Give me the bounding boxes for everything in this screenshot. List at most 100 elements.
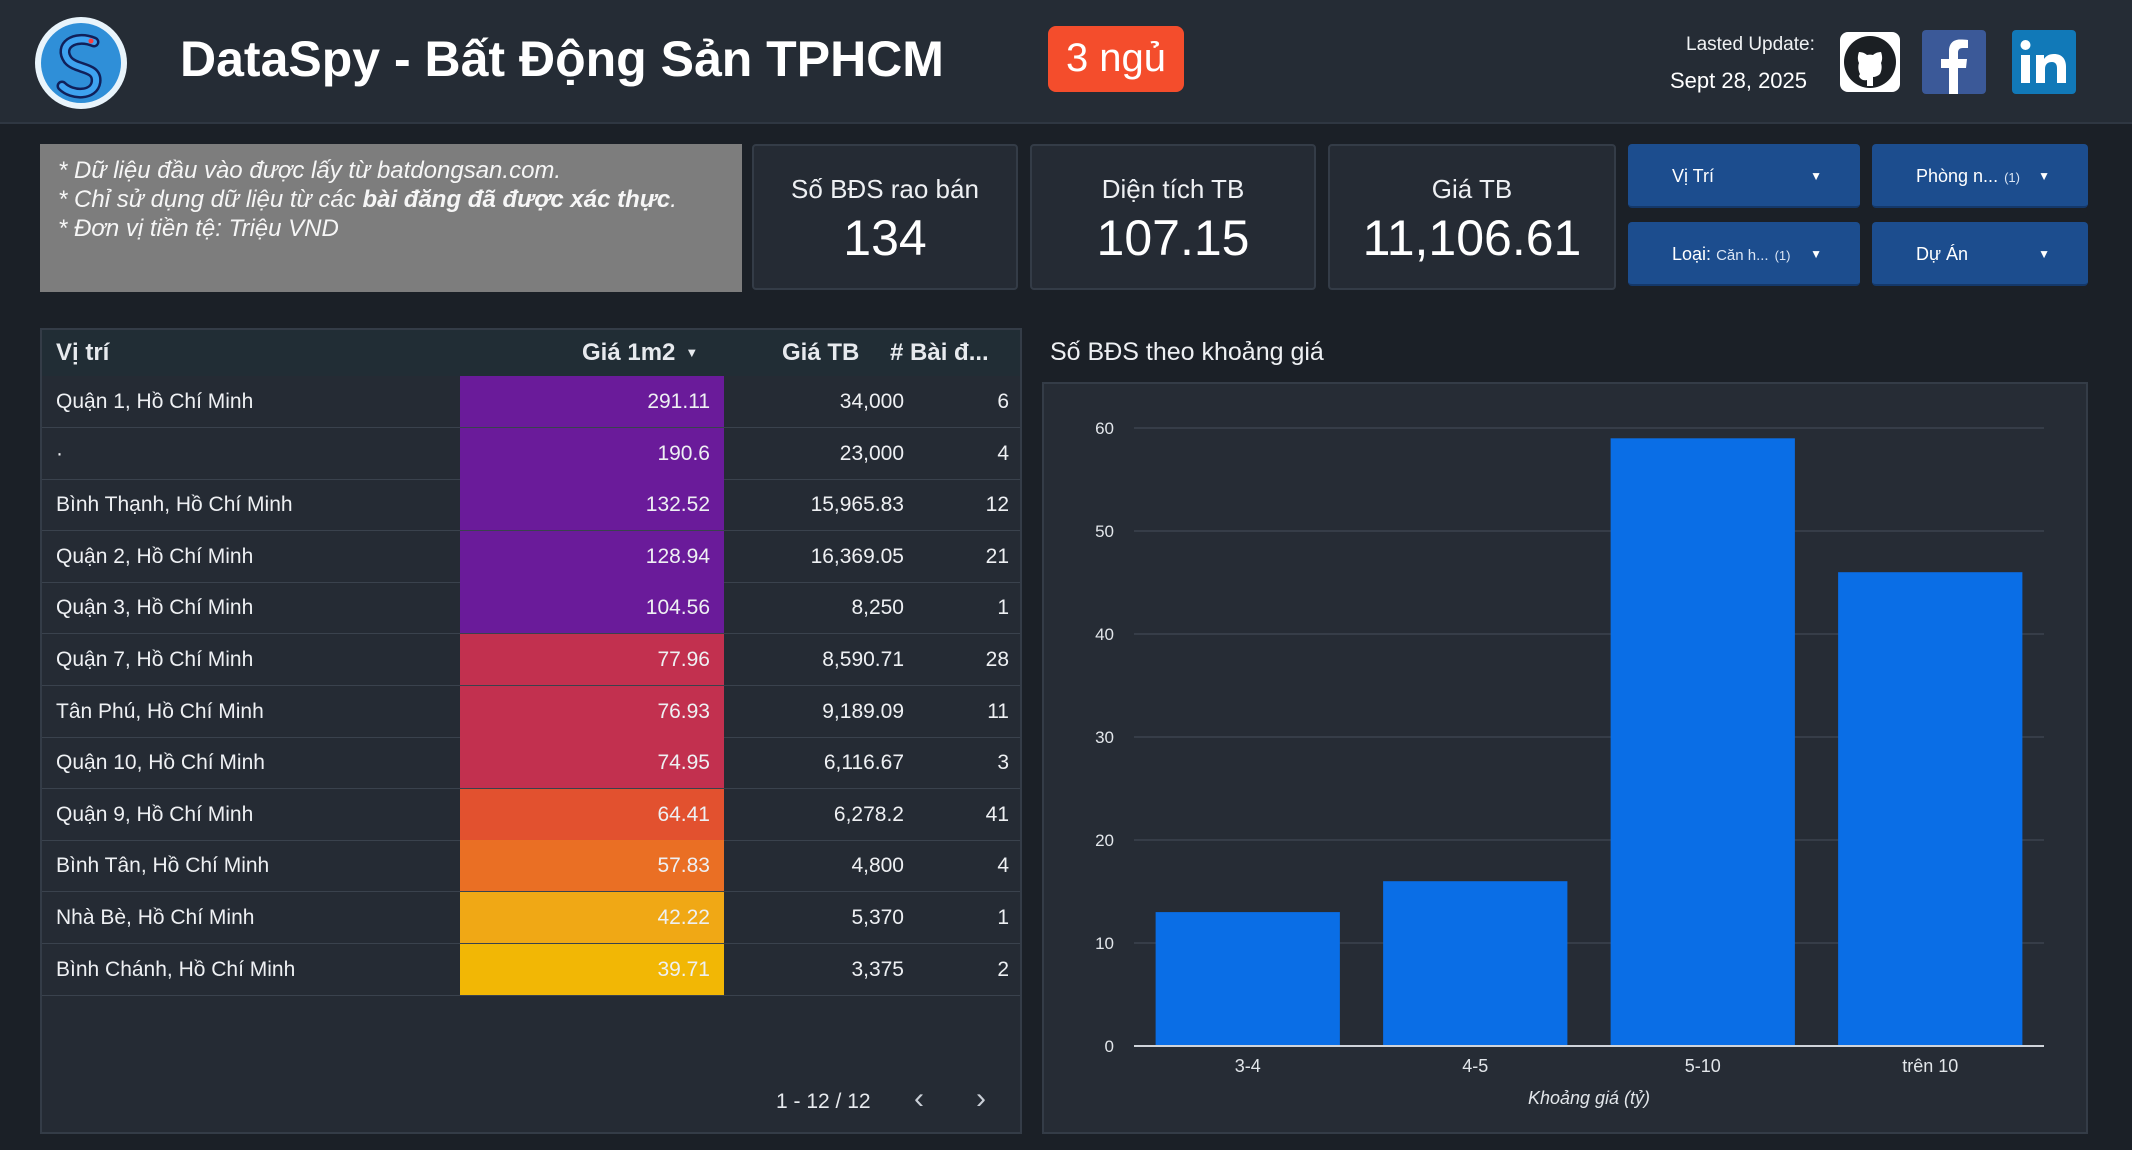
filter-type-dropdown[interactable]: Loại: Căn h... (1) ▼ (1628, 222, 1860, 286)
cell-location: Quận 3, Hồ Chí Minh (56, 596, 254, 620)
cell-avg-price: 6,278.2 (833, 802, 904, 826)
y-tick-label: 0 (1105, 1037, 1114, 1056)
dataspy-logo-icon (35, 17, 127, 109)
note-verified-post: . (670, 186, 677, 213)
col-header-price-m2[interactable]: Giá 1m2 ▼ (582, 330, 698, 376)
cell-avg-price: 16,369.05 (810, 544, 904, 568)
note-verified-bold: bài đăng đã được xác thực (362, 186, 671, 213)
filter-project-label: Dự Án (1916, 244, 1969, 264)
col-header-post-count[interactable]: # Bài đ... (890, 339, 989, 366)
x-tick-label: 5-10 (1685, 1056, 1721, 1076)
cell-post-count: 3 (997, 751, 1009, 775)
cell-post-count: 6 (997, 390, 1009, 413)
cell-avg-price: 23,000 (839, 441, 904, 465)
cell-avg-price: 9,189.09 (822, 699, 904, 723)
y-tick-label: 30 (1095, 728, 1114, 747)
x-tick-label: 3-4 (1235, 1056, 1261, 1076)
table-row[interactable]: Bình Chánh, Hồ Chí Minh 39.71 3,375 2 (42, 943, 1020, 996)
table-row[interactable]: Nhà Bè, Hồ Chí Minh 42.22 5,370 1 (42, 892, 1020, 944)
prev-page-icon[interactable]: ‹ (914, 1082, 924, 1115)
dropdown-arrow-icon: ▼ (1810, 169, 1822, 183)
table-header: Vị trí Giá 1m2 ▼ Giá TB # Bài đ... (42, 330, 1020, 376)
cell-location: Bình Thạnh, Hồ Chí Minh (56, 493, 293, 517)
header-bar: DataSpy - Bất Động Sản TPHCM 3 ngủ Laste… (0, 0, 2132, 124)
cell-location: Quận 9, Hồ Chí Minh (56, 802, 254, 826)
y-tick-label: 10 (1095, 934, 1114, 953)
cell-price-m2: 76.93 (460, 685, 724, 737)
cell-avg-price: 3,375 (851, 957, 904, 981)
cell-price-m2: 74.95 (460, 737, 724, 789)
note-verified: * Chỉ sử dụng dữ liệu từ các bài đăng đã… (58, 185, 724, 214)
filter-type-label: Loại: (1672, 244, 1712, 264)
dropdown-arrow-icon: ▼ (2038, 247, 2050, 261)
cell-post-count: 1 (997, 596, 1009, 620)
kpi-listing-count: Số BĐS rao bán 134 (752, 144, 1018, 290)
note-source: * Dữ liệu đầu vào được lấy từ batdongsan… (58, 157, 562, 184)
filter-project-dropdown[interactable]: Dự Án ▼ (1872, 222, 2088, 286)
col-header-avg-price[interactable]: Giá TB (782, 339, 860, 366)
cell-price-m2: 128.94 (460, 530, 724, 582)
cell-location: Bình Chánh, Hồ Chí Minh (56, 957, 296, 981)
table-row[interactable]: Quận 2, Hồ Chí Minh 128.94 16,369.05 21 (42, 530, 1020, 583)
cell-post-count: 4 (997, 441, 1009, 465)
table-row[interactable]: Quận 9, Hồ Chí Minh 64.41 6,278.2 41 (42, 788, 1020, 841)
bar (1383, 881, 1568, 1046)
dropdown-arrow-icon: ▼ (2038, 169, 2050, 183)
dropdown-arrow-icon: ▼ (1810, 247, 1822, 261)
table-row[interactable]: Bình Tân, Hồ Chí Minh 57.83 4,800 4 (42, 840, 1020, 893)
y-tick-label: 20 (1095, 831, 1114, 850)
cell-post-count: 11 (987, 699, 1009, 723)
cell-avg-price: 15,965.83 (810, 493, 904, 517)
cell-price-m2: 42.22 (460, 892, 724, 943)
y-tick-label: 40 (1095, 625, 1114, 644)
next-page-icon[interactable]: › (976, 1082, 986, 1115)
cell-location: Bình Tân, Hồ Chí Minh (56, 854, 270, 878)
cell-avg-price: 34,000 (839, 390, 904, 413)
filter-location-dropdown[interactable]: Vị Trí ▼ (1628, 144, 1860, 208)
kpi-avg-price-value: 11,106.61 (1362, 210, 1582, 266)
table-row[interactable]: Quận 3, Hồ Chí Minh 104.56 8,250 1 (42, 582, 1020, 635)
cell-post-count: 4 (997, 854, 1009, 878)
col-header-location[interactable]: Vị trí (56, 339, 110, 366)
x-tick-label: trên 10 (1902, 1056, 1958, 1076)
x-axis-title: Khoảng giá (tỷ) (1528, 1088, 1650, 1108)
filter-rooms-count: (1) (2004, 170, 2020, 185)
cell-price-m2: 39.71 (460, 943, 724, 995)
cell-post-count: 21 (985, 544, 1009, 568)
note-verified-pre: * Chỉ sử dụng dữ liệu từ các (58, 186, 363, 213)
update-date: Sept 28, 2025 (1670, 68, 1808, 93)
table-row[interactable]: Quận 10, Hồ Chí Minh 74.95 6,116.67 3 (42, 737, 1020, 790)
github-icon[interactable] (1838, 30, 1902, 94)
linkedin-icon[interactable] (2012, 30, 2076, 94)
cell-price-m2: 57.83 (460, 840, 724, 892)
table-row[interactable]: · 190.6 23,000 4 (42, 427, 1020, 480)
filter-rooms-dropdown[interactable]: Phòng n... (1) ▼ (1872, 144, 2088, 208)
cell-avg-price: 6,116.67 (823, 751, 904, 775)
cell-post-count: 41 (985, 802, 1009, 826)
table-row[interactable]: Quận 1, Hồ Chí Minh 291.11 34,000 6 (42, 376, 1020, 428)
table-row[interactable]: Bình Thạnh, Hồ Chí Minh 132.52 15,965.83 12 (42, 479, 1020, 532)
cell-location: Quận 10, Hồ Chí Minh (56, 751, 265, 775)
table-row[interactable]: Quận 7, Hồ Chí Minh 77.96 8,590.71 28 (42, 634, 1020, 686)
cell-price-m2: 190.6 (460, 427, 724, 479)
cell-price-m2: 64.41 (460, 788, 724, 840)
kpi-avg-area: Diện tích TB 107.15 (1030, 144, 1316, 290)
kpi-listing-count-value: 134 (843, 210, 927, 266)
filter-rooms-label: Phòng n... (1916, 166, 1999, 186)
bar (1155, 912, 1340, 1046)
y-tick-label: 50 (1095, 522, 1114, 541)
facebook-icon[interactable] (1922, 30, 1986, 94)
cell-avg-price: 8,590.71 (822, 648, 904, 671)
price-range-chart: 0 10 20 30 40 50 60 3-4 4-5 5-10 trên 10 Khoảng giá… (1042, 382, 2088, 1134)
bar (1838, 572, 2023, 1046)
table-row[interactable]: Tân Phú, Hồ Chí Minh 76.93 9,189.09 11 (42, 685, 1020, 738)
filter-location-label: Vị Trí (1672, 166, 1715, 186)
bar (1610, 438, 1795, 1046)
kpi-avg-price: Giá TB 11,106.61 (1328, 144, 1616, 290)
pagination-label: 1 - 12 / 12 (776, 1090, 871, 1113)
kpi-avg-area-label: Diện tích TB (1101, 174, 1245, 204)
kpi-listing-count-label: Số BĐS rao bán (791, 174, 979, 204)
cell-post-count: 12 (985, 493, 1009, 517)
bar-chart-svg: 0 10 20 30 40 50 60 3-4 4-5 5-10 trên 10 Khoảng giá… (1095, 419, 2044, 1108)
room-filter-badge: 3 ngủ (1048, 26, 1184, 92)
